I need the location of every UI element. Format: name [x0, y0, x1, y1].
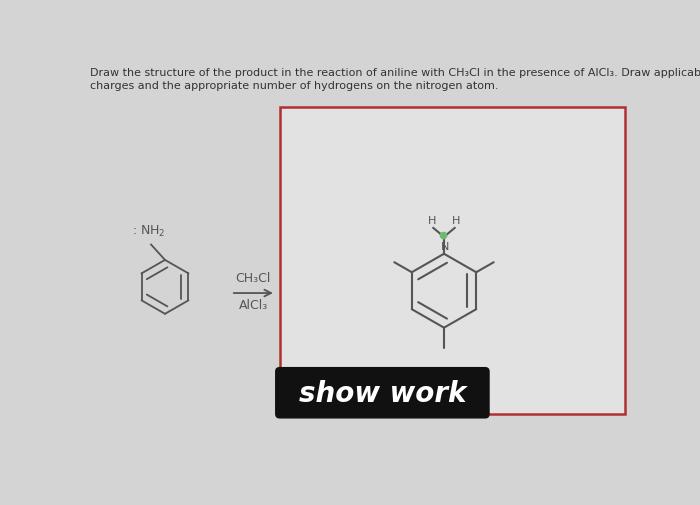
FancyBboxPatch shape [275, 367, 490, 419]
Text: AlCl₃: AlCl₃ [239, 298, 268, 311]
Text: N: N [440, 242, 449, 252]
Text: H: H [428, 216, 436, 225]
Bar [280, 108, 624, 414]
Text: show work: show work [299, 379, 466, 407]
Text: charges and the appropriate number of hydrogens on the nitrogen atom.: charges and the appropriate number of hy… [90, 81, 498, 90]
Text: Draw the structure of the product in the reaction of aniline with CH₃Cl in the p: Draw the structure of the product in the… [90, 68, 700, 78]
Text: H: H [452, 216, 461, 225]
Text: CH₃Cl: CH₃Cl [236, 271, 271, 284]
Text: : NH$_2$: : NH$_2$ [132, 224, 165, 239]
